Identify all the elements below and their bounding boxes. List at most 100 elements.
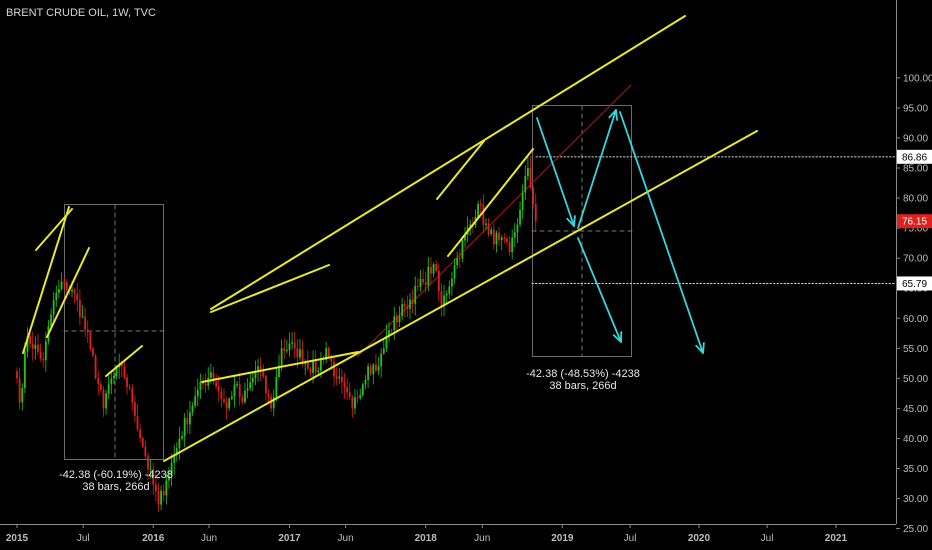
candle-body xyxy=(487,223,490,235)
candle-body xyxy=(422,279,424,283)
candle-body xyxy=(63,281,66,283)
candle-body xyxy=(244,390,246,403)
candle-body xyxy=(508,242,511,253)
projection-arrow-1-head[interactable] xyxy=(566,215,576,227)
candle-body xyxy=(519,210,521,225)
candle-body xyxy=(160,490,162,505)
candle-body xyxy=(403,304,406,307)
price-badge-86-86 xyxy=(897,149,932,164)
lower-channel-line[interactable] xyxy=(163,130,758,462)
candle-body xyxy=(86,329,89,333)
candle-body xyxy=(58,289,60,293)
candle-body xyxy=(209,372,212,378)
candle-body xyxy=(437,270,440,292)
candle-body xyxy=(306,361,309,369)
y-tick-label: 75.00 xyxy=(903,224,928,235)
measure-label-line2: 38 bars, 266d xyxy=(549,380,616,392)
candle-body xyxy=(333,361,335,377)
candle-body xyxy=(285,349,288,351)
candle-body xyxy=(196,389,199,397)
candle-body xyxy=(492,229,495,245)
candle-body xyxy=(21,388,24,403)
candle-body xyxy=(516,224,519,233)
candle-body xyxy=(113,375,115,379)
candle-body xyxy=(301,349,304,364)
candle-body xyxy=(477,204,480,217)
measure-box-2015[interactable] xyxy=(64,204,164,460)
projection-arrow-2[interactable] xyxy=(577,109,617,229)
candle-body xyxy=(500,237,503,241)
candle-body xyxy=(34,344,37,349)
candle-body xyxy=(416,286,419,288)
candle-body xyxy=(490,229,493,235)
drawing-layer[interactable] xyxy=(63,84,897,460)
candle-body xyxy=(453,265,456,279)
candle-body xyxy=(191,405,194,413)
candle-body xyxy=(461,240,464,259)
candle-body xyxy=(165,480,168,496)
flag-2018-left-line[interactable] xyxy=(436,140,485,200)
candle-body xyxy=(39,351,42,359)
candle-body xyxy=(223,398,225,402)
projection-arrow-2-head[interactable] xyxy=(608,109,618,121)
candle-body xyxy=(212,372,215,382)
candle-body xyxy=(154,484,157,492)
candle-body xyxy=(110,378,113,385)
candle-body xyxy=(92,348,94,356)
x-tick-label: Jun xyxy=(201,533,217,544)
projection-arrow-3[interactable] xyxy=(577,237,622,343)
y-tick-label: 80.00 xyxy=(903,194,928,205)
wedge-2016-upper-line[interactable] xyxy=(210,264,330,313)
candle-body xyxy=(320,358,322,371)
price-badge-label: 86.86 xyxy=(902,152,927,163)
projection-arrow-1[interactable] xyxy=(536,117,575,227)
candle-body xyxy=(495,232,498,245)
x-tick-label: Jun xyxy=(338,533,354,544)
candle-body xyxy=(375,364,377,371)
time-axis[interactable]: 2015 Jul 2016 Jun 2017 Jun 2018 Jun 2019 Jul 2020 J… xyxy=(0,524,896,544)
flag-2015-right-line[interactable] xyxy=(46,247,90,338)
candle-body xyxy=(168,475,170,481)
flag-2015-left-line[interactable] xyxy=(22,206,70,354)
price-badge-label: 65.79 xyxy=(902,279,927,290)
candle-body xyxy=(144,446,147,457)
measure-label-line1: -42.38 (-48.53%) -4238 xyxy=(526,368,640,380)
candle-body xyxy=(456,258,459,266)
projection-arrow-4[interactable] xyxy=(619,111,704,354)
candle-body xyxy=(257,366,259,373)
candle-body xyxy=(296,348,299,358)
candle-body xyxy=(272,397,275,409)
candle-body xyxy=(52,300,55,315)
y-tick-label: 95.00 xyxy=(903,103,928,114)
price-axis[interactable]: 20.0025.0030.0035.0040.0045.0050.0055.00… xyxy=(896,0,932,550)
flag-2015-bottom-line[interactable] xyxy=(105,345,143,377)
wedge-2016-lower-line[interactable] xyxy=(201,351,359,383)
projection-arrow-4-head[interactable] xyxy=(695,342,705,354)
upper-channel-line[interactable] xyxy=(210,15,686,310)
candle-body xyxy=(259,366,262,372)
candle-body xyxy=(189,412,191,425)
drawing-overlay-layer[interactable] xyxy=(22,15,758,462)
flag-2018-right-line[interactable] xyxy=(447,148,534,257)
red-trendline[interactable] xyxy=(357,84,632,357)
candle-body xyxy=(498,232,500,241)
candle-body xyxy=(482,205,485,225)
candle-body xyxy=(134,402,136,416)
candles-layer xyxy=(16,156,537,512)
candle-body xyxy=(123,366,126,378)
candle-body xyxy=(280,348,283,366)
candle-body xyxy=(152,468,155,485)
candle-body xyxy=(393,316,396,331)
projection-arrow-3-head[interactable] xyxy=(612,331,623,343)
candle-body xyxy=(270,396,273,409)
candle-body xyxy=(359,395,362,398)
candle-body xyxy=(380,353,383,367)
flag-2015-top-line[interactable] xyxy=(35,208,73,251)
candle-body xyxy=(233,384,236,397)
candle-body xyxy=(401,304,404,317)
candle-body xyxy=(398,316,401,323)
candle-body xyxy=(228,398,231,409)
candle-body xyxy=(330,356,333,362)
